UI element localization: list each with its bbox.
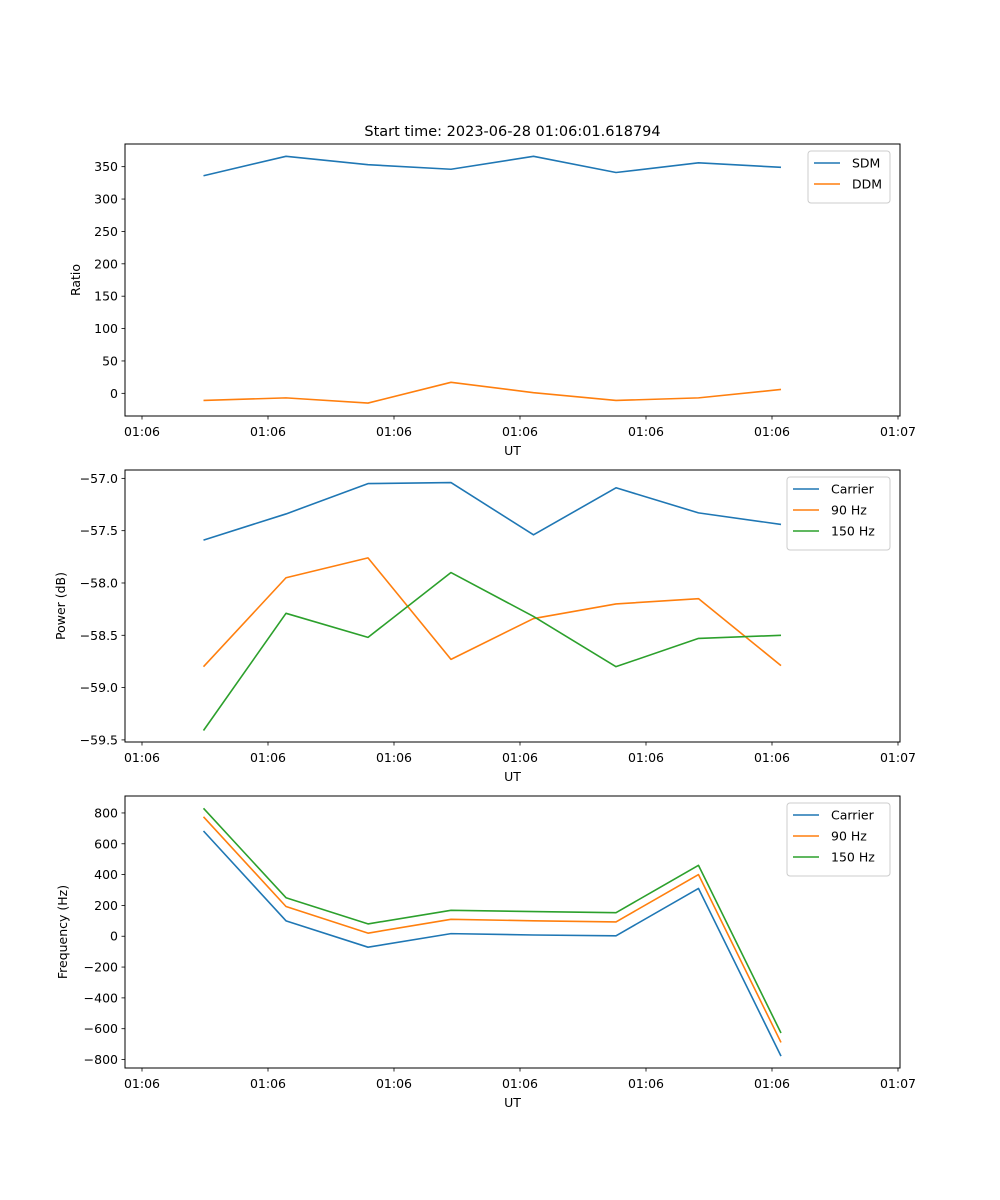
legend-label: Carrier: [831, 808, 875, 823]
y-axis-label: Ratio: [68, 264, 83, 296]
y-tick-label: 0: [110, 929, 118, 944]
x-tick-label: 01:06: [376, 750, 412, 765]
legend-label: 150 Hz: [831, 524, 875, 539]
x-tick-label: 01:06: [250, 424, 286, 439]
y-tick-label: 100: [94, 321, 118, 336]
x-tick-label: 01:06: [124, 1076, 160, 1091]
subplot-2: −59.5 −59.0 −58.5 −58.0 −57.5 −57.0 01:06 01:06…: [53, 469, 916, 784]
x-tick-label: 01:06: [628, 750, 664, 765]
y-tick-label: −57.5: [80, 523, 118, 538]
x-tick-label: 01:06: [628, 1076, 664, 1091]
series-line-150-hz: [202, 571, 782, 731]
x-axis-label: UT: [504, 443, 521, 458]
x-tick-label: 01:06: [124, 750, 160, 765]
legend-label: 90 Hz: [831, 503, 867, 518]
legend-label: 90 Hz: [831, 829, 867, 844]
x-tick-label: 01:06: [502, 424, 538, 439]
x-tick-label: 01:06: [250, 750, 286, 765]
legend-label: DDM: [852, 177, 882, 192]
x-tick-label: 01:06: [124, 424, 160, 439]
y-tick-label: −58.0: [80, 575, 118, 590]
legend: Carrier 90 Hz 150 Hz: [786, 802, 891, 877]
y-axis-label: Power (dB): [53, 572, 68, 640]
legend-label: 150 Hz: [831, 850, 875, 865]
y-tick-label: −600: [84, 1021, 118, 1036]
y-tick-label: 250: [94, 224, 118, 239]
y-tick-label: 800: [94, 805, 118, 820]
axes-frame: [124, 469, 901, 743]
y-tick-label: 150: [94, 289, 118, 304]
y-tick-label: −800: [84, 1052, 118, 1067]
x-tick-label: 01:07: [880, 424, 916, 439]
x-tick-label: 01:07: [880, 1076, 916, 1091]
y-tick-label: −200: [84, 960, 118, 975]
y-axis-label: Frequency (Hz): [55, 885, 70, 979]
series-line-150-hz: [202, 807, 782, 1034]
x-tick-label: 01:06: [754, 750, 790, 765]
x-tick-label: 01:06: [502, 1076, 538, 1091]
y-tick-label: 200: [94, 898, 118, 913]
legend-label: SDM: [852, 156, 880, 171]
legend: Carrier 90 Hz 150 Hz: [786, 476, 891, 551]
series-line-carrier: [202, 830, 782, 1057]
axes-frame: [124, 795, 901, 1069]
series-line-90-hz: [202, 816, 782, 1043]
subplot-1: 0 50 100 150 200 250 300 350 01:06 01:06 01:06 01:0…: [68, 143, 916, 458]
y-tick-label: −58.5: [80, 628, 118, 643]
y-tick-label: −400: [84, 990, 118, 1005]
y-tick-label: −59.5: [80, 732, 118, 747]
series-line-ddm: [203, 381, 782, 404]
y-tick-label: 300: [94, 192, 118, 207]
series-line-carrier: [203, 481, 782, 541]
x-tick-label: 01:06: [754, 1076, 790, 1091]
x-tick-label: 01:06: [754, 424, 790, 439]
x-tick-label: 01:06: [628, 424, 664, 439]
subplots-container: 0 50 100 150 200 250 300 350 01:06 01:06 01:06 01:0…: [53, 143, 916, 1110]
legend-label: Carrier: [831, 482, 875, 497]
y-tick-label: 400: [94, 867, 118, 882]
axes-frame: [124, 143, 901, 417]
x-tick-label: 01:06: [502, 750, 538, 765]
y-tick-label: 600: [94, 836, 118, 851]
x-tick-label: 01:06: [376, 1076, 412, 1091]
legend-box: [807, 150, 891, 204]
legend: SDM DDM: [807, 150, 891, 204]
y-tick-label: 50: [102, 353, 118, 368]
subplot-3: −800 −600 −400 −200 0 200 400 600 800 01:06 01:06 0…: [55, 795, 916, 1110]
x-tick-label: 01:06: [376, 424, 412, 439]
y-tick-label: −59.0: [80, 680, 118, 695]
series-line-sdm: [203, 155, 782, 177]
y-tick-label: 0: [110, 386, 118, 401]
x-tick-label: 01:06: [250, 1076, 286, 1091]
series-line-90-hz: [202, 557, 782, 668]
x-tick-label: 01:07: [880, 750, 916, 765]
x-axis-label: UT: [504, 769, 521, 784]
x-axis-label: UT: [504, 1095, 521, 1110]
y-tick-label: 350: [94, 159, 118, 174]
figure-title: Start time: 2023-06-28 01:06:01.618794: [364, 124, 660, 140]
y-tick-label: 200: [94, 256, 118, 271]
y-tick-label: −57.0: [80, 471, 118, 486]
